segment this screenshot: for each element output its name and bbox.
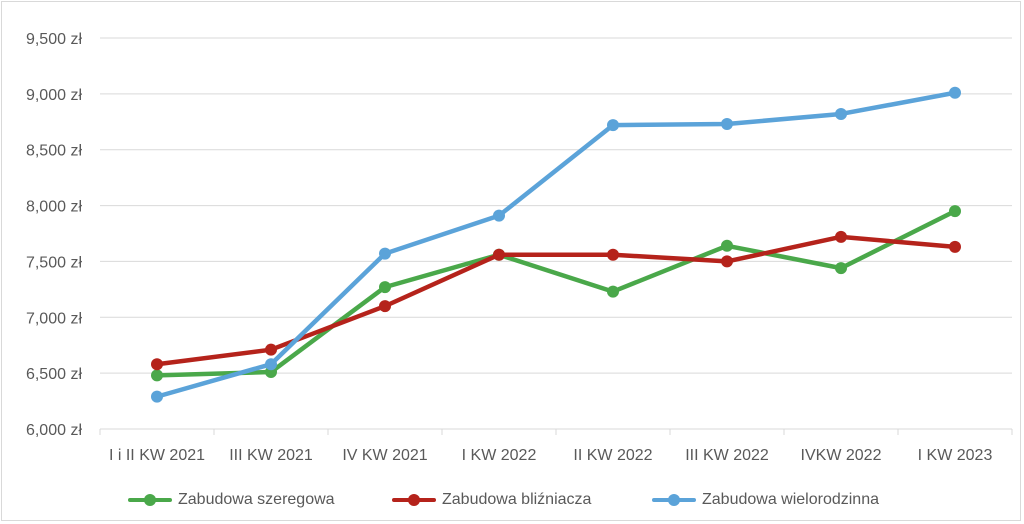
y-tick-label: 6,500 zł bbox=[26, 366, 82, 383]
x-tick-label: IV KW 2021 bbox=[342, 447, 427, 464]
x-tick-label: III KW 2021 bbox=[229, 447, 313, 464]
x-tick-label: I KW 2023 bbox=[918, 447, 993, 464]
y-tick-label: 9,000 zł bbox=[26, 87, 82, 104]
y-tick-label: 7,000 zł bbox=[26, 310, 82, 327]
line-chart: 6,000 zł 6,500 zł 7,000 zł 7,500 zł 8,000 zł… bbox=[26, 31, 1013, 464]
data-point-1 bbox=[835, 230, 847, 243]
data-point-2 bbox=[151, 390, 163, 403]
y-tick-label: 7,500 zł bbox=[26, 254, 82, 271]
legend-label-szeregowa: Zabudowa szeregowa bbox=[178, 491, 335, 508]
legend-swatch-blizniacza bbox=[392, 488, 436, 512]
legend: Zabudowa szeregowa Zabudowa bliźniacza Z… bbox=[2, 488, 1022, 512]
legend-item-blizniacza: Zabudowa bliźniacza bbox=[392, 488, 591, 512]
data-point-1 bbox=[151, 358, 163, 371]
x-tick-label: I KW 2022 bbox=[462, 447, 537, 464]
series-line-1 bbox=[154, 234, 958, 367]
data-point-2 bbox=[493, 209, 505, 222]
legend-label-blizniacza: Zabudowa bliźniacza bbox=[442, 491, 592, 508]
data-point-0 bbox=[379, 281, 391, 294]
data-point-1 bbox=[379, 300, 391, 313]
data-point-2 bbox=[607, 119, 619, 132]
y-tick-label: 9,500 zł bbox=[26, 31, 82, 48]
y-tick-label: 6,000 zł bbox=[26, 422, 82, 439]
legend-swatch-wielorodzinna bbox=[652, 488, 696, 512]
x-tick-label: II KW 2022 bbox=[573, 447, 652, 464]
data-point-0 bbox=[721, 239, 733, 252]
series-line-0 bbox=[154, 208, 958, 378]
data-point-1 bbox=[721, 255, 733, 268]
x-tick-label: I i II KW 2021 bbox=[109, 447, 205, 464]
x-tick-label: IVKW 2022 bbox=[801, 447, 882, 464]
data-point-2 bbox=[379, 247, 391, 260]
legend-item-szeregowa: Zabudowa szeregowa bbox=[128, 488, 335, 512]
data-point-2 bbox=[721, 118, 733, 131]
series-line-2 bbox=[154, 90, 958, 399]
legend-item-wielorodzinna: Zabudowa wielorodzinna bbox=[652, 488, 879, 512]
data-point-0 bbox=[835, 262, 847, 275]
data-point-2 bbox=[949, 86, 961, 99]
data-point-2 bbox=[265, 358, 277, 371]
data-point-0 bbox=[151, 369, 163, 382]
data-point-1 bbox=[607, 248, 619, 261]
data-point-1 bbox=[265, 343, 277, 356]
y-tick-label: 8,000 zł bbox=[26, 199, 82, 216]
legend-label-wielorodzinna: Zabudowa wielorodzinna bbox=[702, 491, 879, 508]
data-point-2 bbox=[835, 107, 847, 120]
legend-swatch-szeregowa bbox=[128, 488, 172, 512]
data-point-1 bbox=[949, 240, 961, 253]
x-tick-label: III KW 2022 bbox=[685, 447, 769, 464]
data-point-0 bbox=[949, 205, 961, 218]
data-point-0 bbox=[607, 285, 619, 298]
data-point-1 bbox=[493, 248, 505, 261]
y-tick-label: 8,500 zł bbox=[26, 143, 82, 160]
